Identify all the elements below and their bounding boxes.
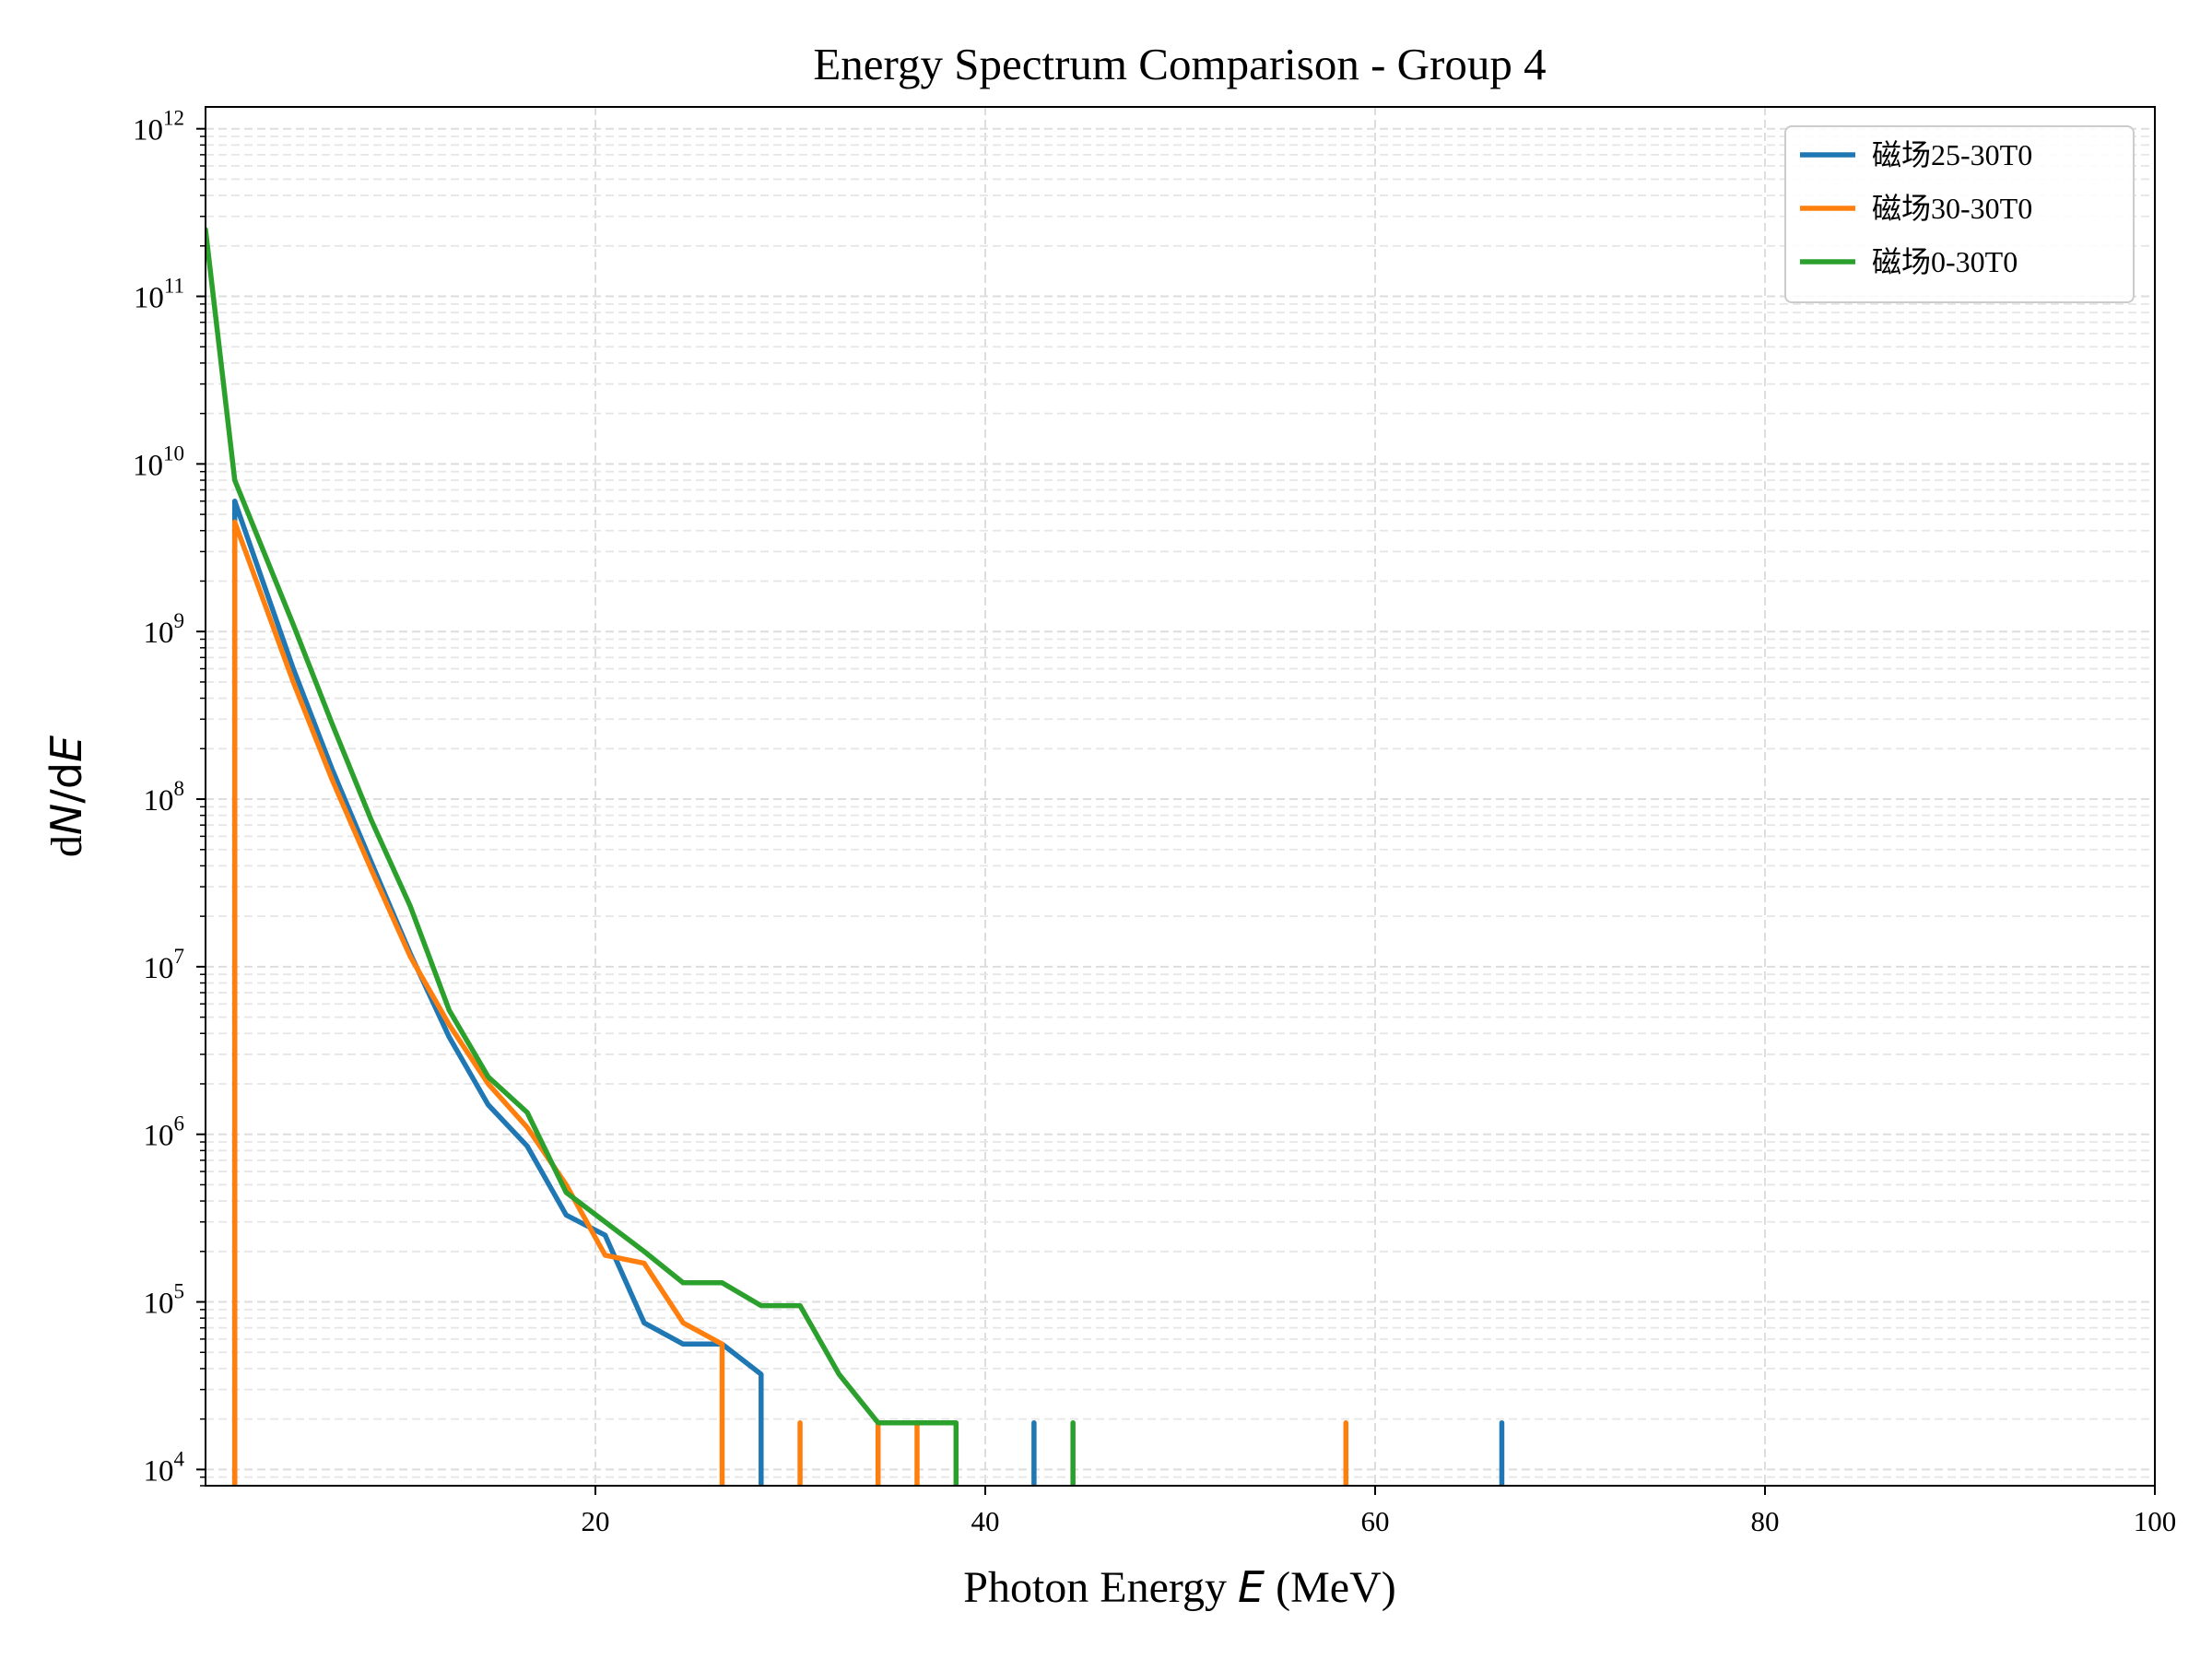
legend-label-3: 磁场0-30T0 <box>1872 245 2018 278</box>
x-tick-label: 40 <box>971 1505 1000 1537</box>
x-axis-label: Photon Energy E (MeV) <box>963 1562 1395 1612</box>
y-axis-label: dN/dE <box>41 735 91 857</box>
y-tick-label-base: 10 <box>133 449 163 482</box>
y-tick-label-exponent: 11 <box>164 275 184 298</box>
x-tick-label: 80 <box>1751 1505 1780 1537</box>
series-lines <box>206 227 1505 1486</box>
y-tick-label: 1012 <box>133 107 184 147</box>
y-tick-label-exponent: 12 <box>163 107 184 130</box>
y-tick-label-exponent: 4 <box>174 1447 185 1470</box>
y-tick-label-base: 10 <box>133 114 163 147</box>
x-tick-label: 20 <box>582 1505 610 1537</box>
y-tick-label-exponent: 7 <box>174 945 185 968</box>
series-line-2 <box>231 519 725 1486</box>
series-line-1 <box>231 498 764 1486</box>
legend: 磁场25-30T0 磁场30-30T0 磁场0-30T0 <box>1784 125 2135 303</box>
y-tick-label: 1010 <box>133 441 184 482</box>
y-tick-label-exponent: 10 <box>163 441 184 465</box>
x-tick-label: 100 <box>2134 1505 2177 1537</box>
legend-frame <box>1784 125 2135 303</box>
y-tick-label-exponent: 6 <box>174 1112 185 1135</box>
y-tick-label-base: 10 <box>144 1288 174 1321</box>
y-tick-label-base: 10 <box>144 1454 174 1488</box>
y-tick-label-base: 10 <box>144 952 174 985</box>
y-tick-label-exponent: 5 <box>174 1280 185 1303</box>
series-line-3 <box>206 227 959 1486</box>
y-tick-label: 108 <box>144 777 185 818</box>
chart-title: Energy Spectrum Comparison - Group 4 <box>813 39 1546 89</box>
legend-label-1: 磁场25-30T0 <box>1872 138 2032 171</box>
legend-label-2: 磁场30-30T0 <box>1872 192 2032 225</box>
y-tick-label: 106 <box>144 1112 185 1153</box>
y-tick-label: 109 <box>144 609 185 650</box>
y-tick-label: 105 <box>144 1280 185 1321</box>
y-tick-label-base: 10 <box>144 784 174 818</box>
y-tick-label: 107 <box>144 945 185 985</box>
y-tick-label-exponent: 9 <box>174 609 185 632</box>
y-tick-label-exponent: 8 <box>174 777 185 800</box>
y-tick-label: 1011 <box>134 275 184 315</box>
grid <box>206 107 2155 1487</box>
y-tick-label-base: 10 <box>134 282 164 315</box>
y-tick-label-base: 10 <box>144 617 174 650</box>
y-tick-label: 104 <box>144 1447 185 1488</box>
x-tick-label: 60 <box>1361 1505 1390 1537</box>
y-tick-label-base: 10 <box>144 1120 174 1153</box>
plot-frame <box>205 106 2156 1487</box>
axis-ticks: 20 40 60 80 10010410510610710810910101011101… <box>133 107 2176 1537</box>
